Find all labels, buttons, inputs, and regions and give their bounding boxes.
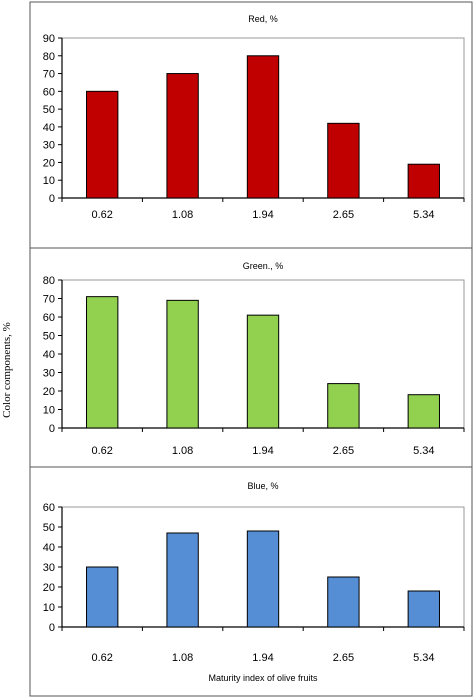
green-y-tick-label: 10: [43, 405, 55, 417]
red-y-tick-label: 30: [43, 140, 55, 152]
red-y-tick-label: 10: [43, 175, 55, 187]
green-x-tick-label: 5.34: [413, 445, 434, 457]
red-y-tick-label: 40: [43, 122, 55, 134]
blue-x-tick-label: 5.34: [413, 652, 434, 664]
blue-x-tick-label: 1.94: [252, 652, 273, 664]
red-x-tick-label: 1.94: [252, 209, 273, 221]
blue-y-tick-label: 20: [43, 582, 55, 594]
red-y-tick-label: 90: [43, 33, 55, 45]
green-chart-title: Green., %: [243, 261, 284, 271]
green-x-tick-label: 2.65: [333, 445, 354, 457]
red-x-tick-label: 2.65: [333, 209, 354, 221]
blue-y-tick-label: 50: [43, 522, 55, 534]
red-x-tick-label: 1.08: [172, 209, 193, 221]
green-y-tick-label: 50: [43, 331, 55, 343]
red-y-tick-label: 70: [43, 69, 55, 81]
blue-x-tick-label: 2.65: [333, 652, 354, 664]
blue-y-tick-label: 0: [49, 622, 55, 634]
blue-bar-0-62: [86, 566, 119, 628]
green-bar-2-65: [327, 383, 360, 429]
blue-bar-1-94: [246, 530, 280, 628]
green-bar-1-08: [166, 299, 199, 429]
green-bar-1-94: [246, 314, 280, 429]
x-axis-title: Maturity index of olive fruits: [208, 673, 318, 683]
y-axis-title: Color components, %: [1, 322, 13, 418]
green-y-tick-label: 40: [43, 349, 55, 361]
red-y-tick-label: 50: [43, 104, 55, 116]
red-bar-2-65: [327, 122, 360, 199]
blue-panel: Blue, % 0 10 20 30 40 50 60 0.62 1.08 1.94 2.65 5.34…: [29, 466, 473, 697]
red-chart-title: Red, %: [248, 14, 278, 24]
green-y-tick-label: 0: [49, 423, 55, 435]
blue-x-tick-label: 1.08: [172, 652, 193, 664]
red-x-tick-label: 0.62: [91, 209, 112, 221]
red-bar-0-62: [86, 90, 119, 199]
green-y-tick-label: 60: [43, 312, 55, 324]
blue-y-tick-label: 60: [43, 502, 55, 514]
blue-x-tick-label: 0.62: [91, 652, 112, 664]
green-panel: Green., % 0 10 20 30 40 50 60 70 80 0.62 1.08 1.94 2.…: [29, 247, 473, 468]
green-bar-5-34: [407, 394, 440, 429]
red-x-tick-label: 5.34: [413, 209, 434, 221]
blue-bar-2-65: [327, 576, 360, 628]
red-y-tick-label: 60: [43, 86, 55, 98]
green-y-tick-label: 70: [43, 294, 55, 306]
red-y-tick-label: 20: [43, 157, 55, 169]
red-y-tick-label: 0: [49, 193, 55, 205]
red-y-tick-label: 80: [43, 51, 55, 63]
red-bar-5-34: [407, 163, 440, 199]
red-panel: Red, % 0 10 20 30 40 50 60 70 80 90 0.62 1.08 1.94 2.6…: [29, 1, 473, 249]
green-y-tick-label: 80: [43, 275, 55, 287]
blue-bar-5-34: [407, 590, 440, 628]
blue-bar-1-08: [166, 532, 199, 628]
green-x-tick-label: 1.94: [252, 445, 273, 457]
green-x-tick-label: 0.62: [91, 445, 112, 457]
blue-y-tick-label: 40: [43, 542, 55, 554]
red-bar-1-08: [166, 73, 199, 199]
blue-chart-title: Blue, %: [247, 481, 278, 491]
green-y-tick-label: 30: [43, 368, 55, 380]
green-bar-0-62: [86, 296, 119, 429]
blue-y-tick-label: 10: [43, 602, 55, 614]
red-bar-1-94: [246, 55, 280, 199]
green-y-tick-label: 20: [43, 386, 55, 398]
blue-y-tick-label: 30: [43, 562, 55, 574]
green-x-tick-label: 1.08: [172, 445, 193, 457]
